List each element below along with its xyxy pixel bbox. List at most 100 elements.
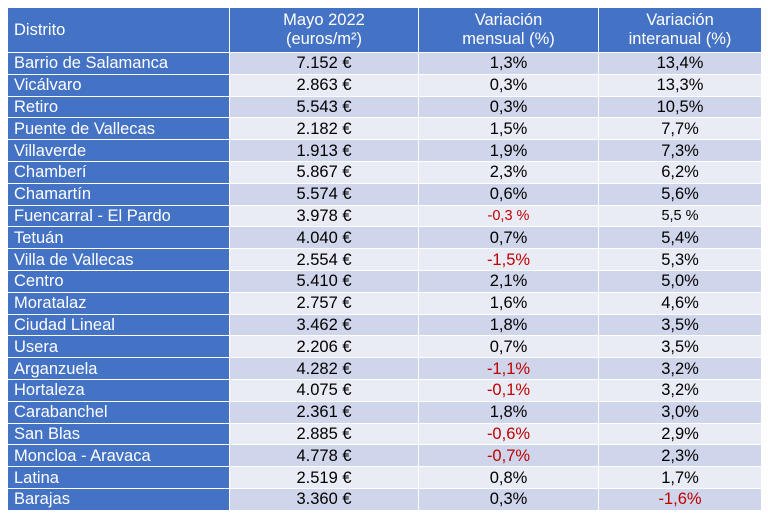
cell-price: 5.574 €	[229, 182, 419, 206]
header-row: Distrito Mayo 2022 (euros/m²) Variación …	[7, 7, 762, 53]
cell-price: 5.410 €	[229, 269, 419, 293]
cell-yearly: 3,2%	[598, 378, 762, 402]
table-row: Usera 2.206 €0,7% 3,5%	[7, 335, 762, 359]
header-monthly: Variación mensual (%)	[418, 7, 599, 53]
cell-monthly: 0,3%	[418, 95, 599, 119]
cell-monthly: 0,3%	[418, 487, 599, 511]
cell-district: Centro	[7, 269, 230, 293]
cell-district: Chamberí	[7, 160, 230, 184]
header-district: Distrito	[7, 7, 230, 53]
cell-price: 1.913 €	[229, 139, 419, 162]
cell-yearly: 5,0%	[598, 269, 762, 293]
cell-yearly: 2,9%	[598, 422, 762, 446]
table-row: Latina 2.519 €0,8% 1,7%	[7, 466, 762, 489]
header-price-line-2: (euros/m²)	[285, 30, 363, 48]
table-row: Fuencarral - El Pardo 3.978 € -0,3 % 5,5 %	[7, 204, 762, 228]
cell-monthly: 0,3%	[418, 73, 599, 97]
cell-yearly: 3,5%	[598, 335, 762, 359]
cell-yearly: 7,3%	[598, 139, 762, 162]
cell-yearly: 1,7%	[598, 466, 762, 489]
cell-monthly: 1,9%	[418, 139, 599, 162]
cell-district: Barrio de Salamanca	[7, 52, 230, 75]
table-row: San Blas 2.885 € -0,6% 2,9%	[7, 422, 762, 446]
cell-district: Tetuán	[7, 226, 230, 250]
cell-monthly: -1,1%	[418, 357, 599, 380]
table-row: Hortaleza 4.075 € -0,1% 3,2%	[7, 378, 762, 402]
cell-monthly: -0,3 %	[418, 204, 599, 228]
cell-price: 4.075 €	[229, 378, 419, 402]
cell-monthly: 0,7%	[418, 226, 599, 250]
table-row: Chamartín 5.574 €0,6% 5,6%	[7, 182, 762, 206]
cell-district: Usera	[7, 335, 230, 359]
cell-yearly: 5,6%	[598, 182, 762, 206]
table-row: Chamberí 5.867 €2,3% 6,2%	[7, 160, 762, 184]
table-container: Distrito Mayo 2022 (euros/m²) Variación …	[7, 7, 762, 511]
cell-yearly: 4,6%	[598, 291, 762, 315]
table-row: Centro 5.410 €2,1% 5,0%	[7, 269, 762, 293]
cell-price: 2.554 €	[229, 248, 419, 271]
cell-monthly: -1,5%	[418, 248, 599, 271]
cell-monthly: 0,6%	[418, 182, 599, 206]
cell-price: 7.152 €	[229, 52, 419, 75]
cell-yearly: 6,2%	[598, 160, 762, 184]
table-row: Retiro 5.543 €0,3% 10,5%	[7, 95, 762, 119]
cell-district: Vicálvaro	[7, 73, 230, 97]
header-price: Mayo 2022 (euros/m²)	[229, 7, 419, 53]
cell-district: Chamartín	[7, 182, 230, 206]
cell-district: Arganzuela	[7, 357, 230, 380]
table-row: Arganzuela 4.282 € -1,1% 3,2%	[7, 357, 762, 380]
cell-district: Fuencarral - El Pardo	[7, 204, 230, 228]
table-row: Moncloa - Aravaca 4.778 € -0,7% 2,3%	[7, 444, 762, 468]
table-row: Tetuán 4.040 €0,7% 5,4%	[7, 226, 762, 250]
table-row: Vicálvaro 2.863 €0,3% 13,3%	[7, 73, 762, 97]
header-price-line-1: Mayo 2022	[283, 11, 365, 29]
cell-district: Puente de Vallecas	[7, 117, 230, 141]
cell-monthly: 1,3%	[418, 52, 599, 75]
cell-district: Retiro	[7, 95, 230, 119]
cell-yearly: 3,5%	[598, 313, 762, 337]
cell-price: 5.867 €	[229, 160, 419, 184]
cell-monthly: 0,7%	[418, 335, 599, 359]
table-body: Barrio de Salamanca 7.152 €1,3% 13,4% Vicál…	[7, 52, 762, 511]
cell-district: Moncloa - Aravaca	[7, 444, 230, 468]
table-row: Puente de Vallecas 2.182 €1,5% 7,7%	[7, 117, 762, 141]
table-row: Moratalaz 2.757 €1,6% 4,6%	[7, 291, 762, 315]
cell-price: 3.978 €	[229, 204, 419, 228]
cell-yearly: 3,2%	[598, 357, 762, 380]
header-yearly-line-2: interanual (%)	[628, 30, 732, 48]
cell-yearly: 10,5%	[598, 95, 762, 119]
table-row: Ciudad Lineal 3.462 €1,8% 3,5%	[7, 313, 762, 337]
table-row: Barajas 3.360 €0,3% -1,6%	[7, 487, 762, 511]
cell-monthly: 1,8%	[418, 313, 599, 337]
cell-price: 2.182 €	[229, 117, 419, 141]
table-row: Villa de Vallecas 2.554 € -1,5% 5,3%	[7, 248, 762, 271]
cell-monthly: 2,1%	[418, 269, 599, 293]
cell-yearly: 2,3%	[598, 444, 762, 468]
cell-price: 2.206 €	[229, 335, 419, 359]
header-yearly-line-1: Variación	[646, 11, 714, 29]
cell-yearly: 7,7%	[598, 117, 762, 141]
cell-district: Carabanchel	[7, 400, 230, 424]
cell-price: 2.885 €	[229, 422, 419, 446]
cell-yearly: 5,5 %	[598, 204, 762, 228]
header-monthly-line-1: Variación	[474, 11, 543, 29]
cell-district: Villa de Vallecas	[7, 248, 230, 271]
cell-monthly: 1,6%	[418, 291, 599, 315]
cell-price: 2.863 €	[229, 73, 419, 97]
header-yearly: Variación interanual (%)	[598, 7, 762, 53]
table-row: Carabanchel 2.361 €1,8% 3,0%	[7, 400, 762, 424]
cell-yearly: 3,0%	[598, 400, 762, 424]
cell-district: Ciudad Lineal	[7, 313, 230, 337]
cell-price: 4.040 €	[229, 226, 419, 250]
cell-yearly: -1,6%	[598, 487, 762, 511]
cell-price: 3.462 €	[229, 313, 419, 337]
cell-district: Latina	[7, 466, 230, 489]
cell-price: 2.361 €	[229, 400, 419, 424]
table-row: Barrio de Salamanca 7.152 €1,3% 13,4%	[7, 52, 762, 75]
cell-monthly: -0,7%	[418, 444, 599, 468]
cell-price: 4.778 €	[229, 444, 419, 468]
cell-monthly: -0,6%	[418, 422, 599, 446]
header-monthly-line-2: mensual (%)	[462, 30, 555, 48]
cell-monthly: 2,3%	[418, 160, 599, 184]
table-row: Villaverde 1.913 €1,9% 7,3%	[7, 139, 762, 162]
